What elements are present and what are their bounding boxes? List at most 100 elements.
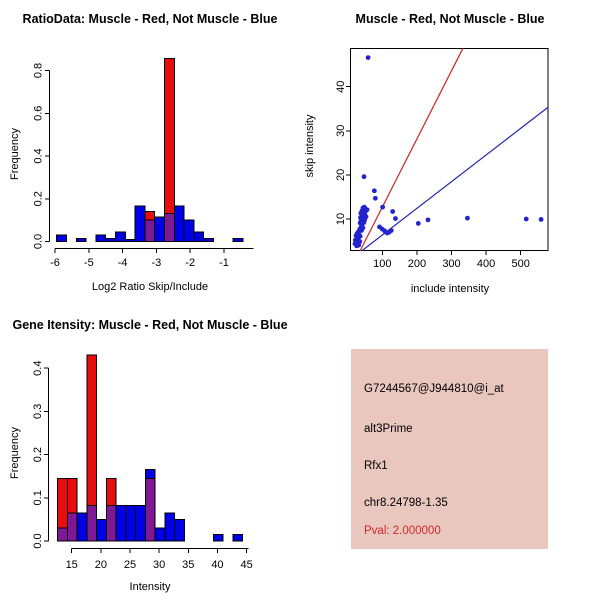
gene-name-text: Rfx1 [364,460,388,472]
ratio-histogram-canvas: 0.0 0.2 0.4 0.6 0.8 -6 -5 -4 -3 -2 -1 [33,58,254,269]
svg-text:0.6: 0.6 [33,106,45,121]
intensity-scatter-canvas: 10 20 30 40 100 200 300 400 500 [335,47,549,270]
blue-bar [105,237,117,242]
svg-text:-1: -1 [219,257,229,269]
svg-text:0.8: 0.8 [33,63,45,78]
blue-bar [164,512,176,542]
gene-intensity-histogram-xlabel: Intensity [129,581,171,593]
data-point [364,207,370,213]
data-point [538,217,544,222]
svg-text:-4: -4 [118,257,128,269]
data-point [352,241,358,247]
blue-bar [203,237,215,242]
data-point [380,204,386,210]
svg-text:0.4: 0.4 [32,361,44,376]
svg-text:40: 40 [211,559,223,571]
data-point [365,55,371,60]
svg-text:400: 400 [477,258,495,270]
gene-intensity-histogram-title: Gene Itensity: Muscle - Red, Not Muscle … [12,318,288,332]
overlap-bar [164,213,175,242]
ratio-histogram-xlabel: Log2 Ratio Skip/Include [91,281,209,293]
data-point [393,216,398,221]
data-point [465,215,470,221]
blue-bar [134,205,146,242]
blue-bar [115,231,126,243]
svg-text:-2: -2 [185,257,195,269]
overlap-bar [86,505,98,542]
svg-text:100: 100 [373,258,391,270]
blue-bar [95,234,107,242]
svg-text:40: 40 [335,81,347,93]
probe-id-text: G7244567@J944810@i_at [364,383,504,395]
data-point [415,221,421,226]
svg-text:0.0: 0.0 [32,533,44,548]
blue-bar [174,518,185,542]
blue-bar [125,505,137,542]
blue-bar [183,219,195,242]
blue-bar [96,518,107,542]
probe-info-box: G7244567@J944810@i_at alt3Prime Rfx1 chr… [351,349,548,549]
blue-bar [193,231,205,243]
gene-intensity-histogram-panel: Gene Itensity: Muscle - Red, Not Muscle … [0,300,300,600]
svg-text:20: 20 [335,169,347,181]
svg-text:45: 45 [240,559,252,571]
pval-text: Pval: 2.000000 [364,525,441,537]
ratio-histogram-panel: RatioData: Muscle - Red, Not Muscle - Bl… [0,0,300,300]
blue-bar [135,505,146,542]
ratio-histogram-title: RatioData: Muscle - Red, Not Muscle - Bl… [22,12,278,26]
svg-text:0.2: 0.2 [32,447,44,462]
svg-text:300: 300 [442,258,460,270]
data-point [425,217,431,223]
svg-text:0.4: 0.4 [33,148,45,163]
blue-bar [124,238,136,243]
blue-bar [212,534,224,542]
splice-type-text: alt3Prime [364,423,413,435]
svg-ratio-bars [56,58,244,243]
svg-text:10: 10 [335,213,347,225]
overlap-bar [105,505,117,542]
fit-line [359,48,464,252]
fit-line [361,106,549,252]
intensity-scatter-ylabel: skip intensity [304,114,316,178]
blue-bar [154,527,166,542]
svg-text:20: 20 [95,559,107,571]
gene-intensity-histogram-canvas: 0.0 0.1 0.2 0.3 0.4 15 20 25 30 35 40 45 [32,354,253,571]
svg-text:0.0: 0.0 [33,234,45,249]
svg-text:-5: -5 [84,257,94,269]
intensity-scatter-title: Muscle - Red, Not Muscle - Blue [355,12,545,26]
intensity-scatter-panel: Muscle - Red, Not Muscle - Blue 10 20 30 40… [300,0,600,300]
svg-text:30: 30 [153,559,165,571]
plot-box [350,47,549,252]
svg-text:35: 35 [182,559,194,571]
svg-text:25: 25 [124,559,136,571]
blue-bar [115,505,127,542]
overlap-bar [57,527,68,542]
data-point [388,228,394,233]
svg-text:15: 15 [66,559,78,571]
blue-bar [154,216,166,242]
probe-info-panel: G7244567@J944810@i_at alt3Prime Rfx1 chr… [300,300,600,600]
data-point [523,216,529,222]
blue-bar [173,205,185,242]
intensity-scatter-xlabel: include intensity [410,283,490,295]
svg-text:0.2: 0.2 [33,191,45,206]
data-point [371,188,377,194]
svg-text:-6: -6 [50,257,60,269]
data-point [361,220,367,225]
svg-text:200: 200 [408,258,426,270]
svg-gene-bars [57,354,244,542]
chromosome-location-text: chr8.24798-1.35 [364,497,448,509]
svg-text:500: 500 [512,258,530,270]
data-point [361,174,367,180]
data-point [390,209,396,214]
ratio-histogram-ylabel: Frequency [9,128,21,180]
blue-bar [144,469,156,479]
scatter-points [352,55,544,249]
blue-bar [232,534,244,542]
gene-intensity-histogram-ylabel: Frequency [9,427,21,479]
svg-text:30: 30 [335,125,347,137]
svg-text:-3: -3 [152,257,162,269]
overlap-bar [144,219,156,242]
svg-text:0.1: 0.1 [32,490,44,505]
